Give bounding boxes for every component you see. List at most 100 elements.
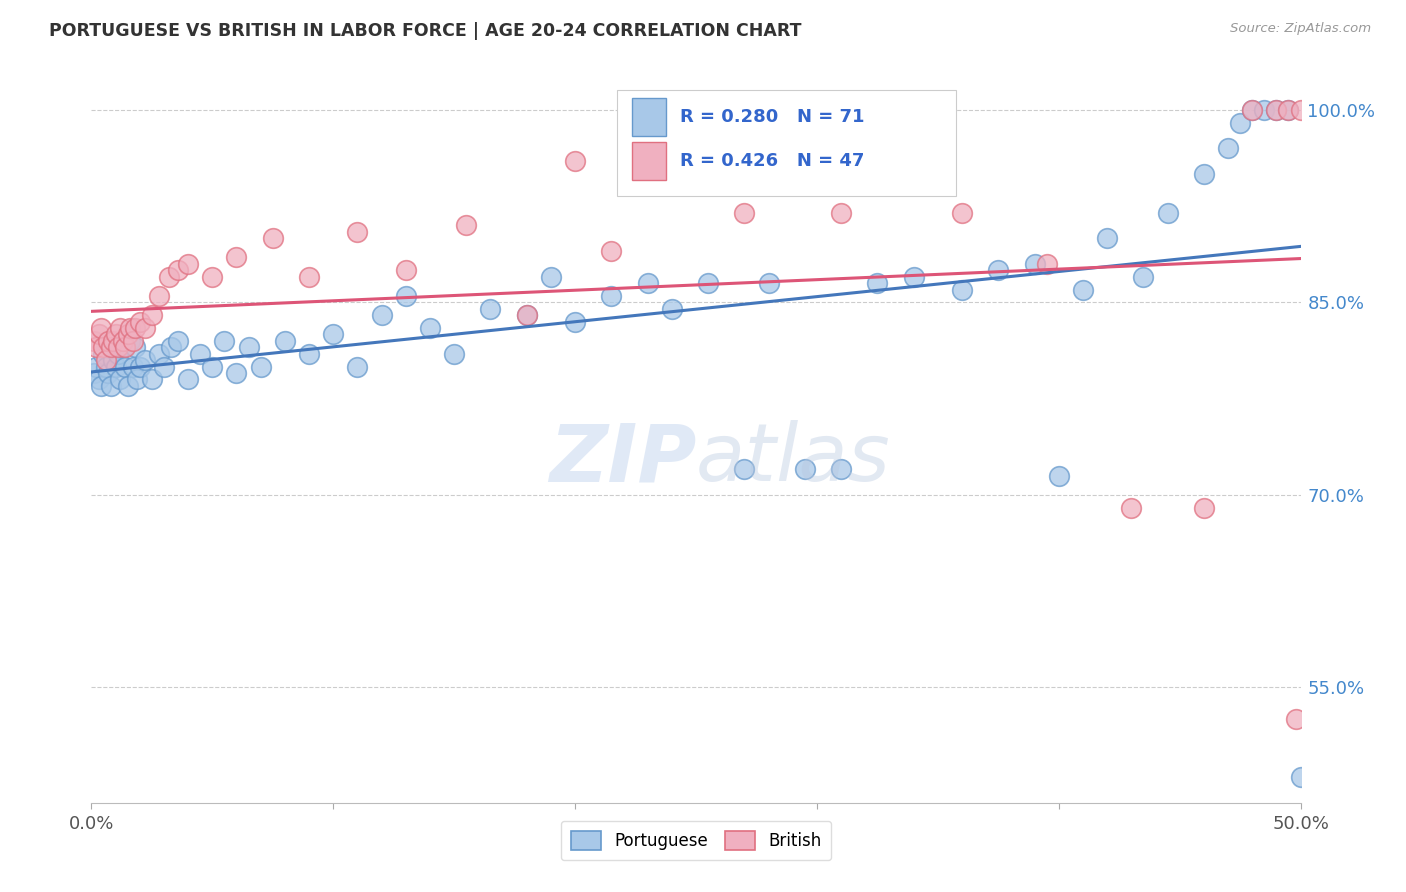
- Point: [1035, 257, 1057, 271]
- Point: [107, 340, 129, 354]
- Point: [124, 321, 146, 335]
- Point: [90, 321, 112, 335]
- Point: [1265, 103, 1288, 117]
- Point: [110, 372, 132, 386]
- Point: [793, 462, 815, 476]
- Point: [160, 340, 183, 354]
- Point: [1241, 103, 1264, 117]
- Point: [121, 334, 143, 348]
- Point: [456, 219, 478, 233]
- Point: [950, 205, 973, 219]
- Text: PORTUGUESE VS BRITISH IN LABOR FORCE | AGE 20-24 CORRELATION CHART: PORTUGUESE VS BRITISH IN LABOR FORCE | A…: [49, 22, 801, 40]
- Point: [987, 263, 1010, 277]
- Point: [758, 276, 780, 290]
- Point: [148, 289, 170, 303]
- Point: [395, 263, 418, 277]
- Point: [419, 321, 441, 335]
- Point: [1265, 103, 1288, 117]
- Point: [157, 269, 180, 284]
- Point: [1241, 103, 1264, 117]
- Point: [298, 269, 321, 284]
- Point: [124, 340, 146, 354]
- Point: [950, 283, 973, 297]
- Point: [1229, 116, 1251, 130]
- Point: [87, 327, 110, 342]
- Point: [214, 334, 236, 348]
- Point: [1156, 205, 1178, 219]
- Point: [167, 263, 190, 277]
- Point: [114, 359, 136, 374]
- Point: [225, 366, 247, 380]
- Point: [262, 231, 284, 245]
- Point: [600, 244, 623, 258]
- Point: [516, 308, 538, 322]
- Point: [1192, 500, 1215, 515]
- Point: [97, 366, 120, 380]
- Point: [274, 334, 297, 348]
- Point: [1024, 257, 1046, 271]
- Point: [128, 359, 150, 374]
- Point: [117, 327, 139, 342]
- Point: [1095, 231, 1118, 245]
- Point: [101, 353, 124, 368]
- Point: [1289, 103, 1312, 117]
- Point: [830, 205, 852, 219]
- Text: ZIP: ZIP: [548, 420, 696, 498]
- Point: [117, 378, 139, 392]
- Point: [127, 372, 149, 386]
- Point: [564, 154, 586, 169]
- Point: [395, 289, 418, 303]
- Point: [298, 346, 321, 360]
- Point: [83, 366, 105, 380]
- Point: [114, 340, 136, 354]
- Point: [238, 340, 260, 354]
- Point: [110, 321, 132, 335]
- Point: [540, 269, 562, 284]
- Point: [1289, 770, 1312, 784]
- Point: [1121, 500, 1143, 515]
- Point: [1132, 269, 1154, 284]
- Point: [120, 334, 142, 348]
- Point: [90, 378, 112, 392]
- Point: [121, 359, 143, 374]
- Point: [1285, 712, 1308, 726]
- FancyBboxPatch shape: [617, 90, 956, 195]
- Point: [97, 334, 120, 348]
- Point: [83, 334, 105, 348]
- Point: [661, 301, 683, 316]
- Legend: Portuguese, British: Portuguese, British: [561, 821, 831, 860]
- Point: [346, 359, 368, 374]
- Point: [733, 462, 755, 476]
- Point: [128, 315, 150, 329]
- Point: [637, 276, 659, 290]
- Point: [93, 340, 115, 354]
- Point: [1253, 103, 1275, 117]
- Point: [141, 308, 163, 322]
- Point: [177, 372, 200, 386]
- Point: [153, 359, 176, 374]
- Point: [104, 327, 127, 342]
- Point: [1277, 103, 1299, 117]
- Point: [249, 359, 271, 374]
- Point: [94, 353, 117, 368]
- Point: [479, 301, 502, 316]
- Point: [167, 334, 190, 348]
- Point: [1277, 103, 1299, 117]
- Point: [201, 269, 224, 284]
- Point: [1071, 283, 1094, 297]
- Point: [141, 372, 163, 386]
- Point: [201, 359, 224, 374]
- Point: [516, 308, 538, 322]
- Point: [100, 340, 122, 354]
- Point: [443, 346, 465, 360]
- Point: [94, 359, 117, 374]
- Point: [120, 321, 142, 335]
- Point: [346, 225, 368, 239]
- Text: R = 0.280   N = 71: R = 0.280 N = 71: [681, 109, 865, 127]
- Point: [225, 251, 247, 265]
- Point: [1192, 167, 1215, 181]
- Point: [134, 321, 156, 335]
- Point: [830, 462, 852, 476]
- Point: [697, 276, 720, 290]
- Point: [100, 378, 122, 392]
